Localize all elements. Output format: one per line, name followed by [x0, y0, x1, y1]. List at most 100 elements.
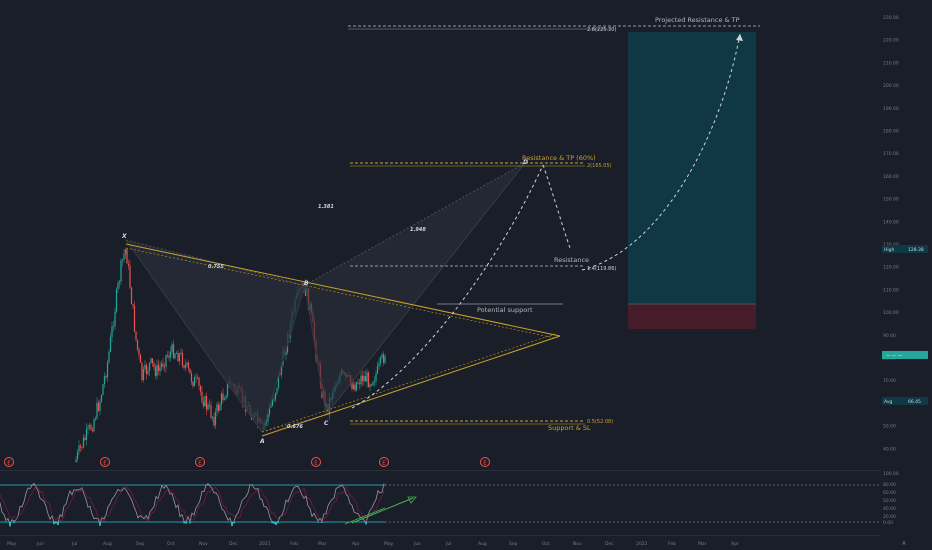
candle-body	[225, 396, 227, 399]
price-tick-label: 150.00	[883, 197, 899, 203]
osc-tick-label: 0.00	[883, 520, 893, 526]
candle-body	[133, 305, 136, 332]
candle-body	[351, 382, 353, 390]
event-marker-icon[interactable]: E	[195, 457, 205, 467]
candle-body	[367, 372, 370, 388]
time-axis[interactable]: May Jun Jul Aug Sep Oct Nov Dec 2021 Feb Mar Apr May…	[0, 535, 932, 550]
candle-body	[97, 402, 100, 411]
candle-body	[177, 352, 179, 362]
candle-body	[121, 259, 124, 261]
price-tick-label: 100.00	[883, 310, 899, 316]
svg-text:High: High	[884, 247, 894, 253]
oversold-fill-bar	[365, 522, 367, 525]
projected-resistance-label: Projected Resistance & TP	[655, 16, 740, 24]
event-markers[interactable]: E E E E E E	[4, 457, 490, 467]
pane-separator[interactable]	[0, 470, 880, 471]
candle-body	[166, 355, 169, 356]
candle-body	[154, 367, 157, 376]
candle-body	[226, 382, 229, 397]
candle-body	[205, 396, 208, 410]
price-tick-labels: 230.00 220.00 210.00 200.00 190.00 180.00 170.…	[883, 15, 899, 452]
oversold-fill	[5, 522, 367, 527]
candle-body	[270, 405, 272, 408]
support-sl-label: Support & SL	[548, 424, 591, 432]
candle-body	[132, 304, 134, 306]
osc-tick-label: 40.00	[883, 506, 896, 512]
svg-text:E: E	[7, 461, 11, 467]
candle-body	[193, 377, 196, 387]
wedge-upper-line-inner	[125, 247, 556, 339]
candle-body	[160, 363, 163, 368]
event-marker-icon[interactable]: E	[379, 457, 389, 467]
candle-body	[358, 383, 361, 385]
svg-text:E: E	[483, 461, 487, 467]
candle-body	[96, 402, 98, 419]
osc-trend-arrow	[351, 497, 414, 524]
svg-text:E: E	[103, 461, 107, 467]
candle-body	[103, 376, 106, 385]
svg-text:66.45: 66.45	[908, 399, 921, 405]
event-marker-icon[interactable]: E	[480, 457, 490, 467]
time-tick-label: Jul	[445, 541, 451, 547]
candle-body	[79, 445, 82, 448]
wedge-upper-line	[125, 243, 561, 337]
price-tick-label: 230.00	[883, 15, 899, 21]
candle-body	[129, 265, 131, 288]
candle-body	[199, 385, 202, 392]
candle-body	[150, 358, 152, 363]
osc-tick-label: 80.00	[883, 482, 896, 488]
candle-body	[81, 447, 83, 449]
candle-body	[220, 393, 223, 405]
candle-body	[379, 356, 382, 364]
candle-body	[198, 377, 200, 386]
candle-body	[102, 384, 104, 395]
oscillator-pane[interactable]	[0, 470, 880, 535]
price-axis[interactable]: 230.00 220.00 210.00 200.00 190.00 180.00 170.…	[880, 0, 932, 535]
candle-body	[171, 344, 173, 352]
price-tick-label: 110.00	[883, 287, 899, 293]
target-zone[interactable]	[628, 32, 756, 304]
axis-mode-icon[interactable]: A	[902, 541, 906, 547]
harmonic-pattern-xab	[126, 240, 305, 432]
price-tick-label: 160.00	[883, 174, 899, 180]
event-marker-icon[interactable]: E	[100, 457, 110, 467]
oversold-fill-bar	[53, 522, 55, 525]
candle-body	[180, 352, 182, 354]
candle-body	[280, 364, 283, 375]
candle-body	[144, 364, 146, 370]
ratio-0676: 0.676	[287, 424, 303, 430]
label-c: C	[324, 420, 329, 427]
candle-body	[127, 263, 130, 266]
price-chart[interactable]: X A B C D 0.755 0.676 1.381 1.948 Projec…	[0, 0, 880, 470]
candle-body	[124, 249, 127, 255]
candle-body	[159, 367, 161, 371]
candle-body	[274, 393, 277, 400]
stop-zone[interactable]	[628, 304, 756, 329]
candle-body	[165, 355, 167, 367]
time-tick-label: Oct	[167, 541, 175, 547]
label-d: D	[523, 159, 528, 166]
candle-body	[372, 381, 374, 386]
svg-text:E: E	[382, 461, 386, 467]
candle-body	[123, 254, 125, 260]
oversold-fill-bar	[271, 522, 273, 524]
projection-arrowhead	[736, 34, 743, 41]
candle-body	[175, 352, 178, 354]
candle-body	[354, 384, 356, 391]
candle-body	[147, 370, 149, 374]
candle-body	[187, 362, 190, 369]
ratio-1948: 1.948	[410, 227, 426, 233]
event-marker-icon[interactable]: E	[4, 457, 14, 467]
candle-body	[210, 405, 212, 418]
candle-body	[108, 351, 110, 363]
price-tick-label: 210.00	[883, 60, 899, 66]
candle-body	[115, 289, 118, 312]
svg-text:— — —: — — —	[886, 354, 903, 359]
projection-path-2	[542, 164, 571, 249]
fib-14-label: 1.4(119.86)	[587, 266, 616, 272]
event-marker-icon[interactable]: E	[311, 457, 321, 467]
projection-path-3	[581, 33, 741, 271]
time-tick-label: Sep	[136, 541, 145, 547]
svg-text:128.38: 128.38	[908, 247, 924, 253]
oversold-fill-bar	[57, 522, 59, 526]
